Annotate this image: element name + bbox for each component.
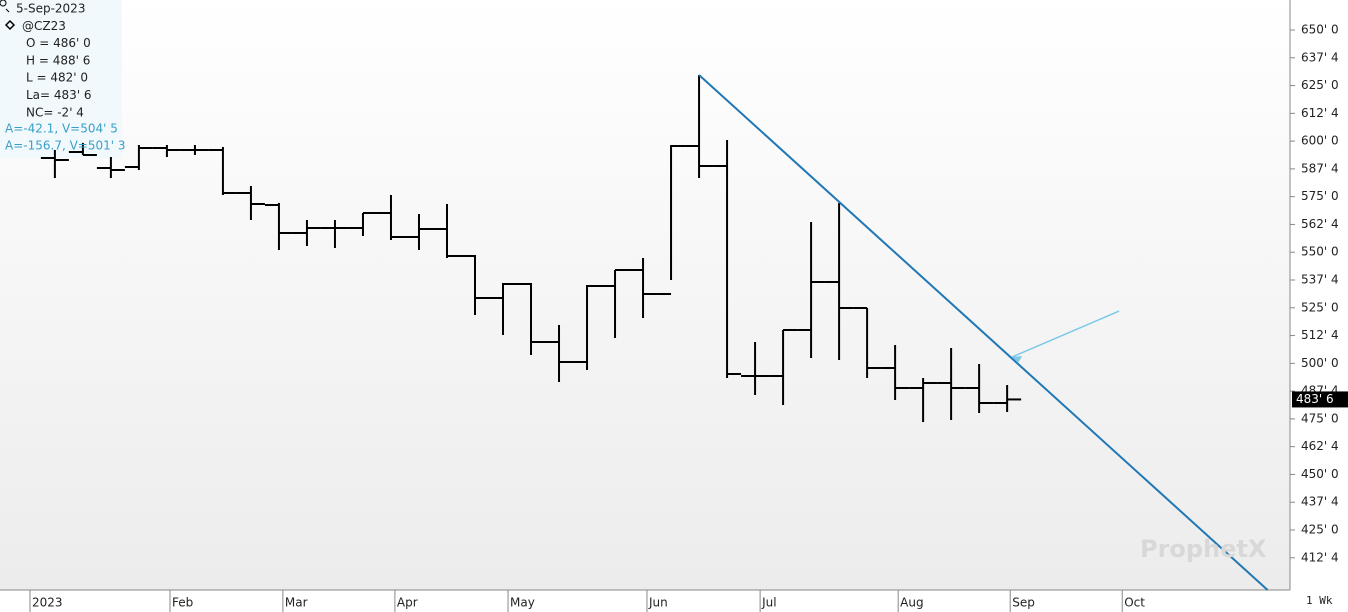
interval-label: 1 Wk <box>1306 594 1333 607</box>
last-price-tag <box>1292 391 1348 408</box>
search-icon <box>0 0 10 13</box>
y-tick-label: 537' 4 <box>1301 273 1339 287</box>
watermark: ProphetX <box>1140 535 1267 563</box>
y-tick-label: 475' 0 <box>1301 411 1339 425</box>
y-axis-area <box>1290 0 1348 612</box>
y-tick-label: 562' 4 <box>1301 217 1339 231</box>
x-tick-label: Jun <box>648 596 668 610</box>
y-tick-label: 575' 0 <box>1301 189 1339 203</box>
legend-line: O = 486' 0 <box>26 36 91 50</box>
x-tick-label: Jul <box>761 596 776 610</box>
y-tick-label: 512' 4 <box>1301 328 1339 342</box>
y-tick-label: 500' 0 <box>1301 356 1339 370</box>
legend-line: H = 488' 6 <box>26 53 90 67</box>
y-tick-label: 462' 4 <box>1301 439 1339 453</box>
y-tick-label: 612' 4 <box>1301 106 1339 120</box>
y-tick-label: 425' 0 <box>1301 523 1339 537</box>
y-tick-label: 412' 4 <box>1301 550 1339 564</box>
y-tick-label: 437' 4 <box>1301 495 1339 509</box>
x-tick-label: 2023 <box>32 596 63 610</box>
y-tick-label: 625' 0 <box>1301 78 1339 92</box>
x-tick-label: Apr <box>397 596 418 610</box>
legend-date: 5-Sep-2023 <box>16 2 85 16</box>
annotation-label: A=-156.7, V=501' 3 <box>5 139 126 153</box>
x-tick-label: Aug <box>900 596 923 610</box>
x-tick-label: Sep <box>1012 596 1035 610</box>
trend-line <box>698 74 1269 591</box>
arrow-head <box>1012 356 1023 363</box>
x-tick-label: Mar <box>285 596 308 610</box>
y-tick-label: 637' 4 <box>1301 50 1339 64</box>
x-tick-label: Oct <box>1124 596 1145 610</box>
legend-line: La= 483' 6 <box>26 88 92 102</box>
y-tick-label: 550' 0 <box>1301 245 1339 259</box>
legend-line: @CZ23 <box>22 19 66 33</box>
y-tick-label: 600' 0 <box>1301 134 1339 148</box>
y-tick-label: 525' 0 <box>1301 300 1339 314</box>
x-axis-area <box>0 590 1290 612</box>
last-price-label: 483' 6 <box>1296 392 1334 406</box>
x-tick-label: Feb <box>172 596 193 610</box>
y-tick-label: 450' 0 <box>1301 467 1339 481</box>
legend-line: NC= -2' 4 <box>26 105 84 119</box>
annotation-label: A=-42.1, V=504' 5 <box>5 122 118 136</box>
legend-line: L = 482' 0 <box>26 71 88 85</box>
y-tick-label: 587' 4 <box>1301 161 1339 175</box>
diamond-icon <box>4 19 16 31</box>
y-tick-label: 650' 0 <box>1301 23 1339 37</box>
trend-line <box>1011 310 1120 358</box>
x-tick-label: May <box>510 596 535 610</box>
legend-box <box>0 0 122 158</box>
